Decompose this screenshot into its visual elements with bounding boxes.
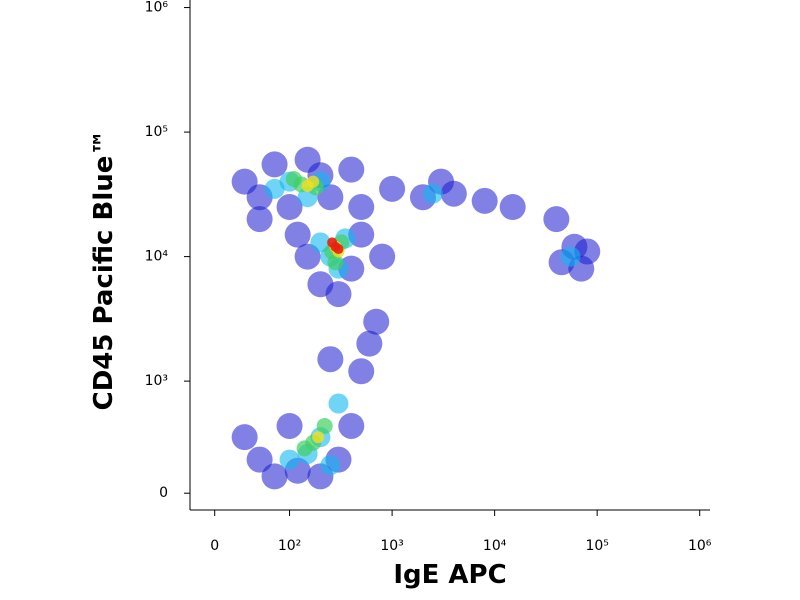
- x-tick-label: 10³: [380, 538, 403, 554]
- data-point: [338, 412, 365, 439]
- data-point: [471, 187, 498, 214]
- x-tick-label: 10⁶: [688, 538, 712, 554]
- data-point: [320, 455, 341, 476]
- data-point: [422, 183, 443, 204]
- data-point: [231, 424, 258, 451]
- data-point: [279, 449, 300, 470]
- data-point: [499, 194, 526, 221]
- data-point: [312, 431, 325, 444]
- data-point: [348, 194, 375, 221]
- y-tick-label: 0: [159, 485, 168, 501]
- data-point: [560, 246, 581, 267]
- data-point: [317, 346, 344, 373]
- data-point: [363, 308, 390, 335]
- y-tick-label: 10⁶: [145, 0, 169, 16]
- data-point: [369, 243, 396, 270]
- data-point: [261, 463, 288, 490]
- data-point: [246, 206, 273, 233]
- data-point: [316, 417, 333, 434]
- data-point: [325, 281, 352, 308]
- data-point: [276, 194, 303, 221]
- data-point: [307, 175, 320, 188]
- x-tick-label: 10²: [278, 538, 301, 554]
- data-point: [284, 221, 311, 248]
- plot-area: [231, 146, 601, 490]
- data-point: [246, 446, 273, 473]
- x-tick-label: 10⁴: [483, 538, 507, 554]
- y-axis-title: CD45 Pacific Blue™: [89, 130, 119, 411]
- data-point: [327, 237, 338, 248]
- x-axis-title: IgE APC: [393, 560, 506, 590]
- y-tick-label: 10⁵: [145, 124, 168, 140]
- data-point: [333, 244, 344, 255]
- data-point: [543, 206, 570, 233]
- data-point: [296, 440, 313, 457]
- x-tick-label: 0: [210, 538, 219, 554]
- data-point: [261, 151, 288, 178]
- data-point: [328, 393, 349, 414]
- y-tick-label: 10³: [145, 373, 168, 389]
- data-point: [264, 178, 285, 199]
- data-point: [356, 330, 383, 357]
- data-point: [285, 170, 302, 187]
- data-point: [379, 175, 406, 202]
- data-point: [276, 412, 303, 439]
- data-point: [338, 156, 365, 183]
- data-point: [327, 254, 344, 271]
- data-point: [348, 358, 375, 385]
- x-tick-label: 10⁵: [585, 538, 608, 554]
- data-point: [574, 238, 601, 265]
- y-tick-label: 10⁴: [145, 249, 169, 265]
